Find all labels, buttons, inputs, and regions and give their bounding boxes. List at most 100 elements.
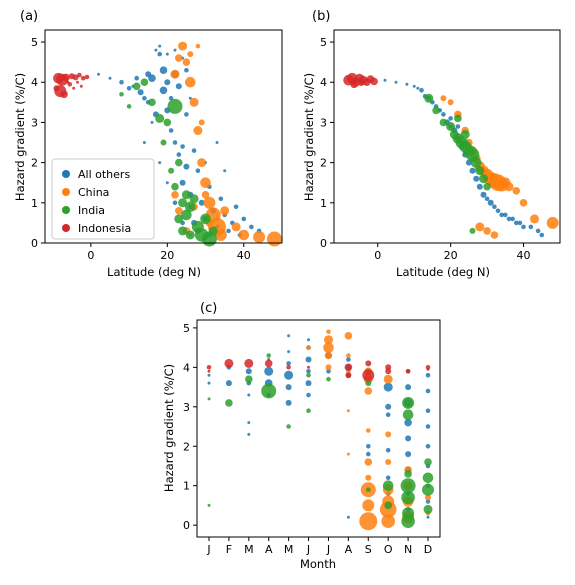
point-all-others (305, 380, 312, 387)
y-tick-label: 2 (320, 157, 327, 170)
point-all-others (503, 212, 508, 218)
point-india (401, 514, 415, 528)
point-india (384, 501, 393, 510)
point-all-others (448, 116, 453, 121)
point-india (225, 399, 233, 407)
point-all-others (126, 86, 132, 91)
point-china (170, 69, 180, 79)
point-india (366, 487, 371, 493)
point-china (385, 431, 392, 438)
point-all-others (480, 191, 487, 198)
point-all-others (425, 372, 431, 378)
point-china (306, 345, 311, 350)
point-all-others (425, 424, 431, 429)
point-indonesia (60, 90, 68, 99)
point-indonesia (79, 84, 83, 88)
point-china (512, 187, 521, 195)
point-indonesia (385, 368, 392, 375)
point-india (155, 113, 165, 123)
point-china (447, 99, 454, 106)
point-all-others (159, 86, 168, 95)
point-all-others (154, 48, 158, 52)
point-china (171, 191, 179, 199)
x-tick-label: A (345, 543, 353, 556)
point-indonesia (72, 74, 79, 81)
point-all-others (441, 112, 446, 117)
point-india (402, 396, 415, 409)
point-all-others (198, 199, 205, 206)
point-china (385, 459, 392, 465)
y-tick-label: 0 (320, 237, 327, 250)
point-india (401, 490, 415, 505)
point-all-others (159, 66, 168, 74)
point-all-others (535, 228, 541, 234)
point-all-others (469, 167, 476, 174)
point-china (364, 458, 373, 466)
point-indonesia (62, 73, 70, 82)
point-china (185, 76, 196, 88)
point-indonesia (72, 86, 76, 90)
point-all-others (233, 204, 239, 210)
point-china (344, 332, 353, 340)
point-all-others (241, 216, 247, 222)
point-all-others (179, 179, 186, 186)
legend-marker (62, 224, 70, 232)
point-indonesia (264, 359, 273, 368)
point-china (323, 342, 334, 353)
y-tick-label: 1 (320, 197, 327, 210)
y-tick-label: 0 (183, 519, 190, 532)
point-indonesia (286, 365, 291, 370)
point-india (469, 227, 476, 234)
point-india (163, 118, 172, 127)
point-all-others (158, 44, 162, 48)
point-all-others (137, 89, 144, 96)
point-indonesia (307, 365, 310, 369)
x-tick-label: 40 (237, 249, 251, 262)
point-all-others (405, 451, 412, 458)
point-indonesia (350, 80, 358, 89)
panel-c-label: (c) (200, 301, 217, 316)
point-indonesia (84, 74, 90, 80)
point-all-others (326, 369, 331, 374)
point-india (185, 230, 195, 240)
point-all-others (173, 48, 177, 52)
point-indonesia (358, 80, 365, 86)
x-tick-label: 40 (517, 249, 531, 262)
y-tick-label: 4 (183, 361, 190, 374)
point-china (366, 428, 371, 433)
point-all-others (97, 72, 100, 76)
point-india (126, 104, 132, 109)
point-all-others (385, 412, 391, 418)
point-china (266, 231, 282, 247)
point-india (140, 78, 149, 86)
x-tick-label: F (226, 543, 232, 556)
panel-a-y-axis-label: Hazard gradient (%/C) (13, 73, 27, 201)
point-china (325, 364, 332, 371)
point-china (346, 452, 350, 456)
legend-box (51, 158, 155, 240)
point-all-others (404, 418, 412, 427)
point-china (326, 329, 331, 335)
point-all-others (142, 96, 147, 101)
panel-b-y-axis-label: Hazard gradient (%/C) (302, 73, 316, 201)
point-india (382, 480, 394, 492)
x-tick-label: A (265, 543, 273, 556)
point-all-others (465, 159, 472, 166)
point-all-others (134, 75, 139, 81)
panel-c-x-axis-label: Month (300, 557, 336, 571)
point-all-others (346, 515, 350, 519)
legend-marker (62, 170, 70, 178)
point-indonesia (405, 369, 411, 374)
point-china (231, 222, 241, 232)
point-china (475, 222, 485, 232)
point-all-others (425, 388, 431, 394)
axes-frame (44, 29, 283, 244)
point-china (379, 501, 397, 518)
point-india (432, 106, 440, 115)
legend: All others China India Indonesia (51, 158, 155, 240)
point-all-others (285, 399, 292, 406)
point-india (286, 424, 291, 429)
point-china (504, 182, 514, 192)
point-china (193, 126, 203, 135)
